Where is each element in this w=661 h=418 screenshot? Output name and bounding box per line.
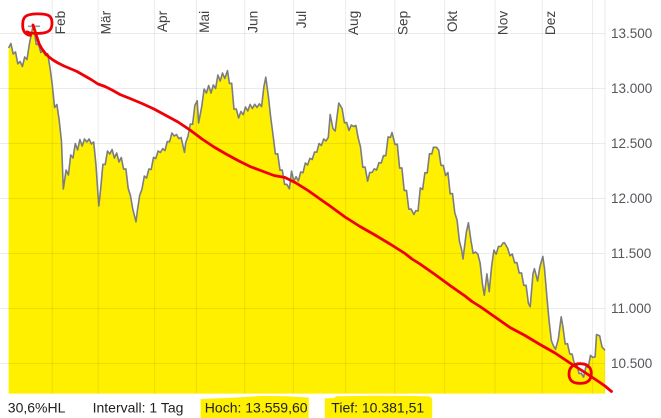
svg-text:Jul: Jul bbox=[294, 11, 309, 29]
svg-text:10.500: 10.500 bbox=[611, 356, 652, 371]
svg-text:Sep: Sep bbox=[395, 10, 410, 35]
svg-text:Intervall: 1 Tag: Intervall: 1 Tag bbox=[93, 399, 184, 415]
svg-text:12.000: 12.000 bbox=[611, 191, 652, 206]
svg-text:13.000: 13.000 bbox=[611, 81, 652, 96]
svg-text:Okt: Okt bbox=[445, 11, 460, 32]
svg-text:30,6%HL: 30,6%HL bbox=[8, 399, 66, 415]
svg-text:Jun: Jun bbox=[245, 11, 260, 33]
svg-text:11.000: 11.000 bbox=[611, 301, 651, 316]
svg-text:Feb: Feb bbox=[53, 10, 68, 34]
svg-text:Apr: Apr bbox=[155, 10, 170, 32]
svg-text:12.500: 12.500 bbox=[611, 136, 652, 151]
svg-text:Nov: Nov bbox=[496, 11, 511, 35]
svg-text:Aug: Aug bbox=[346, 11, 361, 35]
svg-text:11.500: 11.500 bbox=[611, 246, 651, 261]
svg-text:Mai: Mai bbox=[197, 11, 212, 33]
svg-text:13.500: 13.500 bbox=[611, 26, 652, 41]
svg-text:Tief: 10.381,51: Tief: 10.381,51 bbox=[331, 399, 424, 415]
svg-text:Hoch: 13.559,60: Hoch: 13.559,60 bbox=[205, 399, 308, 415]
svg-text:Dez: Dez bbox=[543, 11, 558, 35]
svg-text:Mär: Mär bbox=[99, 10, 114, 34]
